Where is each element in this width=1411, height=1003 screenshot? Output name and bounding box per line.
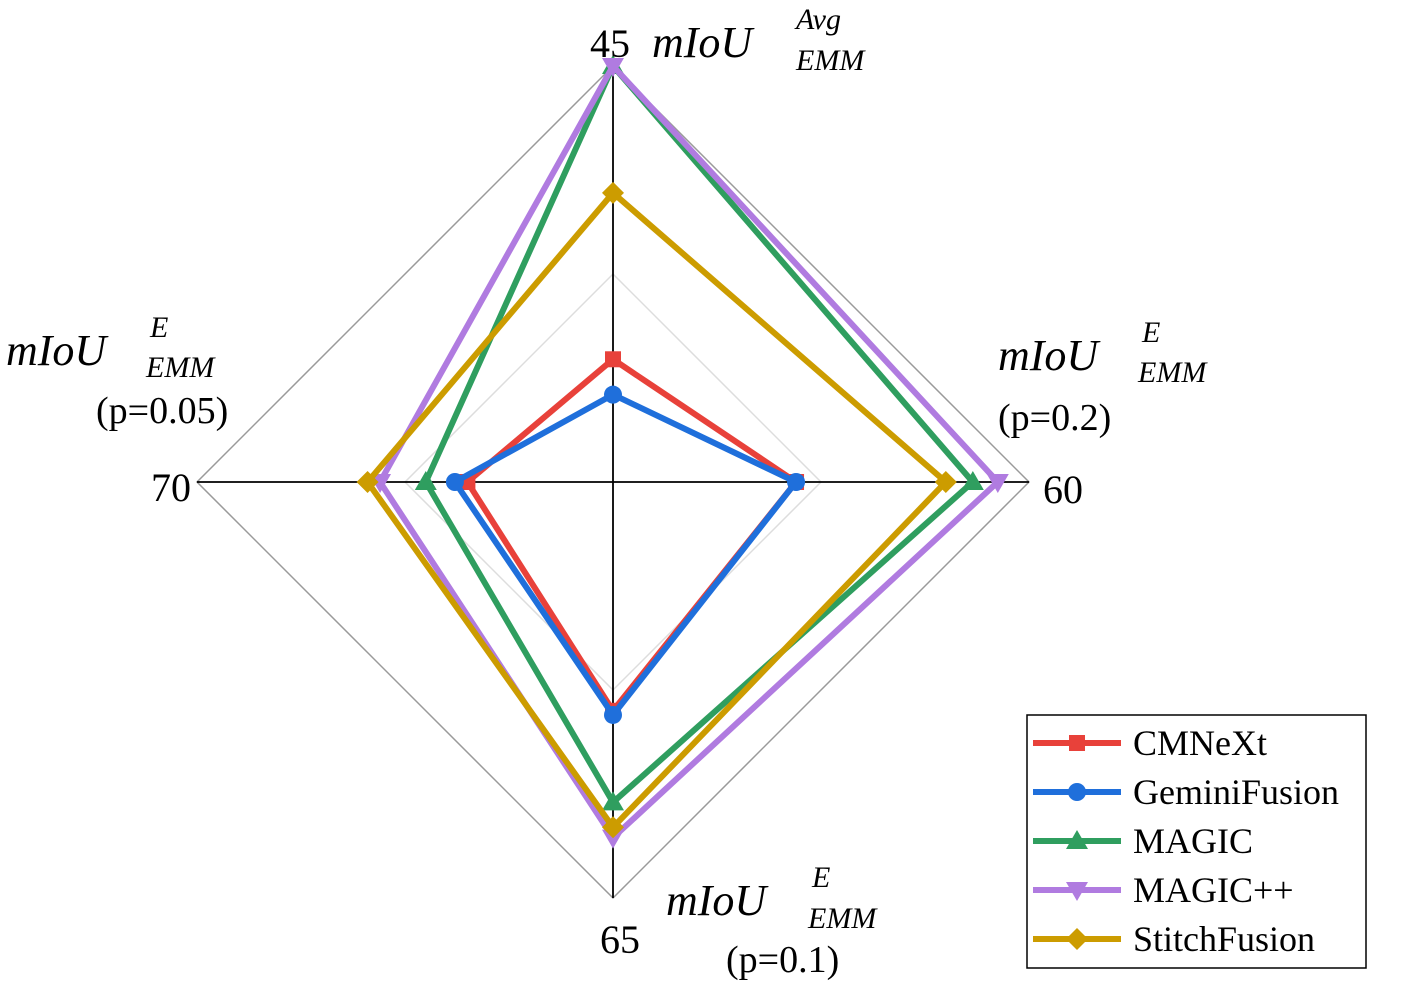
tick-label-top: 45 [590,21,630,66]
tick-label-right: 60 [1043,467,1083,512]
legend-label: StitchFusion [1133,919,1315,959]
legend-label: MAGIC++ [1133,870,1294,910]
axis-label-left-sub: EMM [145,351,216,384]
data-point [602,816,624,839]
axis-label-bottom: mIoU [666,876,769,925]
legend-marker [1066,882,1088,901]
data-point [605,351,621,368]
legend-label: CMNeXt [1133,723,1267,763]
data-point [604,705,622,724]
series-layer [356,55,1009,849]
data-point [986,474,1009,493]
axis-param-bottom: (p=0.1) [726,939,839,981]
series-line [463,355,801,716]
axis-label-bottom-sub: EMM [807,902,878,935]
axis-label-left: mIoU [6,326,109,375]
legend-items: CMNeXt GeminiFusion MAGIC MAGIC++ StitchFusi… [1033,723,1339,959]
data-point [356,471,379,493]
legend-marker [1066,830,1088,849]
legend-marker [1068,783,1086,801]
legend-item: GeminiFusion [1033,772,1339,812]
axis-label-top-sup: Avg [794,3,841,36]
axis-label-right-sup: E [1141,316,1160,349]
legend-item: MAGIC++ [1033,870,1294,910]
axis-param-right: (p=0.2) [998,397,1111,439]
legend: CMNeXt GeminiFusion MAGIC MAGIC++ StitchFusi… [1026,714,1367,969]
axis-label-right: mIoU [998,331,1101,380]
axis-param-left: (p=0.05) [96,390,228,432]
axis-label-right-sub: EMM [1137,356,1208,389]
data-point [602,791,624,811]
legend-item: MAGIC [1033,821,1253,861]
legend-marker [1066,928,1088,950]
legend-item: CMNeXt [1033,723,1267,763]
grid-layer [195,64,1031,900]
series-line [376,60,1003,843]
data-point [787,473,806,491]
axis-label-left-sup: E [149,311,168,344]
legend-label: MAGIC [1133,821,1253,861]
axis-labels: 45 mIoU Avg EMM mIoU E EMM (p=0.2) 60 65… [6,3,1208,981]
series-line [363,188,951,832]
data-point [961,471,984,490]
data-point [604,385,622,404]
tick-label-left: 70 [151,465,191,510]
legend-label: GeminiFusion [1133,772,1339,812]
legend-item: StitchFusion [1033,919,1315,959]
axis-label-top-sub: EMM [795,44,866,77]
data-point [602,181,624,204]
data-point [934,471,957,493]
series-line [450,391,801,721]
data-point [445,473,464,491]
series-geminifusion [445,385,806,724]
series-stitchfusion [356,181,957,839]
legend-marker [1069,735,1085,751]
data-point [414,471,437,490]
axis-label-bottom-sup: E [811,861,830,894]
axis-label-top: mIoU [652,18,755,67]
data-point [602,58,624,77]
tick-label-bottom: 65 [600,917,640,962]
data-point [602,829,624,849]
